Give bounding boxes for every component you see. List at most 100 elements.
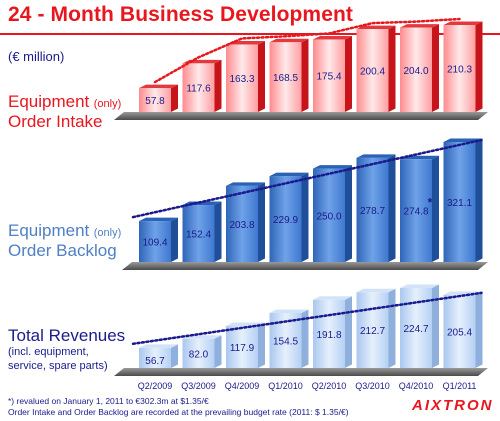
category-tick-label: Q4/2010: [399, 381, 434, 391]
intake-value-label: 117.6: [186, 84, 211, 95]
intake-label-line2: Order Intake: [8, 112, 103, 132]
revenue-sublabel-line2: service, spare parts): [8, 359, 108, 372]
intake-bar: [226, 44, 258, 113]
backlog-value-label: 109.4: [142, 238, 167, 249]
intake-value-label: 200.4: [360, 67, 385, 78]
backlog-bar: [356, 157, 389, 262]
intake-value-label: 204.0: [403, 66, 428, 77]
category-tick-label: Q3/2009: [181, 381, 216, 391]
backlog-bar: [400, 159, 432, 262]
revenue-bar-side: [475, 291, 483, 368]
intake-value-label: 168.5: [273, 73, 298, 84]
backlog-bar: [139, 221, 171, 262]
backlog-value-label: 250.0: [316, 211, 341, 222]
aixtron-logo: AIXTRON: [412, 397, 494, 414]
intake-bar-top: [269, 38, 309, 43]
revenue-floor: [114, 368, 488, 376]
intake-bar-side: [345, 35, 352, 113]
backlog-bar-top: [226, 182, 265, 186]
backlog-bar-side: [388, 154, 396, 262]
intake-bar-side: [475, 21, 483, 112]
backlog-value-label: 321.1: [447, 198, 472, 209]
intake-bar-side: [432, 24, 439, 112]
backlog-floor: [122, 262, 488, 270]
backlog-bar-side: [171, 217, 178, 262]
intake-bar-side: [388, 25, 396, 112]
backlog-bar: [313, 168, 345, 262]
backlog-value-label: 229.9: [273, 215, 298, 226]
backlog-label: Equipment (only) Order Backlog: [8, 221, 121, 262]
revenue-value-label: 224.7: [403, 324, 428, 335]
footnote-budget-rate: Order Intake and Order Backlog are recor…: [8, 407, 349, 417]
revenue-label-main: Total Revenues: [8, 326, 126, 345]
intake-floor: [114, 112, 488, 120]
intake-bar-side: [258, 40, 265, 113]
revenue-bar-side: [345, 296, 352, 368]
category-tick-label: Q1/2010: [268, 381, 303, 391]
intake-bar-top: [443, 21, 483, 25]
revenue-label: Total Revenues: [8, 326, 125, 346]
revenue-bar-side: [171, 344, 178, 368]
backlog-value-label: 203.8: [229, 220, 254, 231]
revenue-bar: [182, 338, 215, 368]
backlog-bar: [269, 176, 302, 262]
intake-value-label: 175.4: [316, 72, 341, 83]
intake-bar-top: [400, 24, 439, 28]
intake-bar: [139, 88, 171, 112]
backlog-bar-top: [356, 154, 396, 158]
revenue-bar-top: [400, 284, 439, 288]
intake-value-label: 163.3: [229, 74, 254, 85]
revenue-value-label: 56.7: [145, 356, 165, 367]
revenue-sublabel: (incl. equipment, service, spare parts): [8, 346, 108, 374]
category-tick-label: Q2/2010: [312, 381, 347, 391]
category-tick-label: Q2/2009: [138, 381, 173, 391]
backlog-bar-top: [313, 165, 352, 169]
intake-bar: [443, 25, 476, 112]
category-tick-label: Q3/2010: [355, 381, 390, 391]
backlog-bar-side: [214, 201, 222, 262]
backlog-bar-side: [301, 172, 309, 262]
category-tick-label: Q1/2011: [443, 381, 477, 391]
intake-bar: [400, 27, 432, 112]
unit-label: (€ million): [8, 49, 65, 64]
intake-label: Equipment (only) Order Intake: [8, 92, 121, 133]
intake-bar: [269, 42, 302, 113]
intake-value-label: 57.8: [145, 96, 165, 107]
backlog-bar: [182, 205, 215, 262]
revenue-bar-top: [313, 296, 352, 300]
backlog-value-label: 278.7: [360, 206, 385, 217]
intake-bar-top: [139, 84, 178, 89]
intake-label-main: Equipment: [8, 92, 90, 111]
revenue-bar-top: [356, 288, 396, 293]
backlog-bar-side: [345, 165, 352, 262]
backlog-bar: [443, 142, 476, 262]
revenue-bar-top: [139, 344, 178, 348]
backlog-bar-side: [258, 182, 265, 262]
backlog-label-note: (only): [93, 227, 122, 239]
revenue-bar-side: [214, 335, 222, 368]
title-rule: [0, 33, 500, 35]
intake-bar: [313, 39, 345, 113]
backlog-bar: [226, 185, 258, 262]
revenue-trendline: [131, 291, 483, 346]
intake-bar: [182, 63, 215, 112]
intake-bar-side: [171, 84, 178, 112]
revenue-bar: [313, 299, 345, 368]
intake-bar-top: [313, 35, 352, 40]
revenue-value-label: 212.7: [360, 326, 385, 337]
revenue-value-label: 205.4: [447, 327, 472, 338]
backlog-bar-side: [432, 155, 439, 262]
intake-bar-side: [301, 38, 309, 113]
revenue-value-label: 117.9: [230, 343, 255, 354]
revenue-bar: [226, 326, 258, 368]
revenue-bar-side: [258, 322, 265, 368]
backlog-value-label: 152.4: [186, 230, 211, 241]
revenue-bar: [443, 294, 476, 368]
footnote-revaluation: *) revalued on January 1, 2011 to €302.3…: [8, 396, 209, 406]
revenue-bar-side: [432, 284, 439, 368]
page-title: 24 - Month Business Development: [8, 3, 353, 26]
revenue-sublabel-line1: (incl. equipment,: [8, 346, 89, 358]
revenue-value-label: 154.5: [273, 336, 298, 347]
category-tick-label: Q4/2009: [225, 381, 260, 391]
